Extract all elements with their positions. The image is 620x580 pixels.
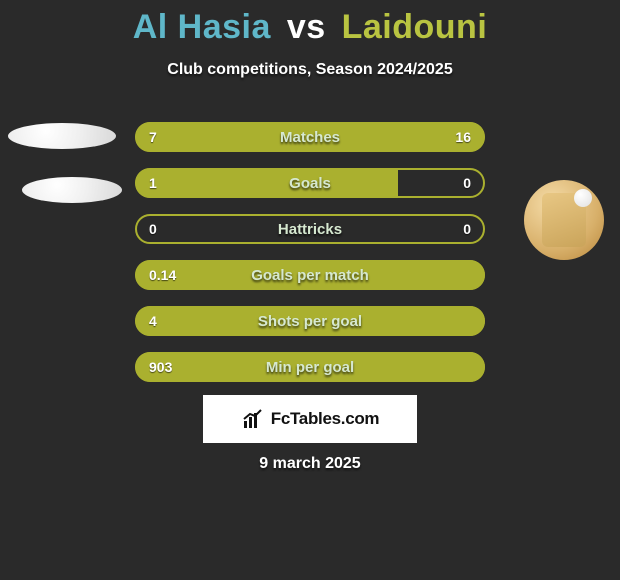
stat-bar-row: Shots per goal4 (135, 306, 485, 336)
player-right-badge (524, 180, 604, 260)
stat-bar-left-fill (135, 352, 485, 382)
stat-bar-left-fill (135, 260, 485, 290)
stat-bar-row: Matches716 (135, 122, 485, 152)
stats-bars: Matches716 Goals10 Hattricks00 Goals per ma… (135, 122, 485, 398)
ball-icon (574, 189, 592, 207)
trophy-icon (542, 193, 586, 247)
stat-bar-row: Goals10 (135, 168, 485, 198)
footer-brand-text: FcTables.com (271, 409, 380, 429)
date-text: 9 march 2025 (0, 455, 620, 473)
stat-bar-left-fill (135, 306, 485, 336)
stat-bar-right-fill (240, 122, 485, 152)
title-player-left: Al Hasia (133, 8, 271, 46)
stat-bar-row: Min per goal903 (135, 352, 485, 382)
stat-bar-row: Hattricks00 (135, 214, 485, 244)
stat-bar-row: Goals per match0.14 (135, 260, 485, 290)
player-left-avatar-2 (22, 177, 122, 203)
title-player-right: Laidouni (342, 8, 488, 46)
player-left-avatar (8, 123, 116, 149)
page-title: Al Hasia vs Laidouni (0, 0, 620, 47)
stat-bar-left-fill (135, 168, 398, 198)
fctables-logo-icon (241, 407, 265, 431)
title-vs: vs (287, 8, 326, 46)
stat-bar-left-fill (135, 122, 240, 152)
subtitle: Club competitions, Season 2024/2025 (0, 61, 620, 79)
footer-brand-box[interactable]: FcTables.com (203, 395, 417, 443)
